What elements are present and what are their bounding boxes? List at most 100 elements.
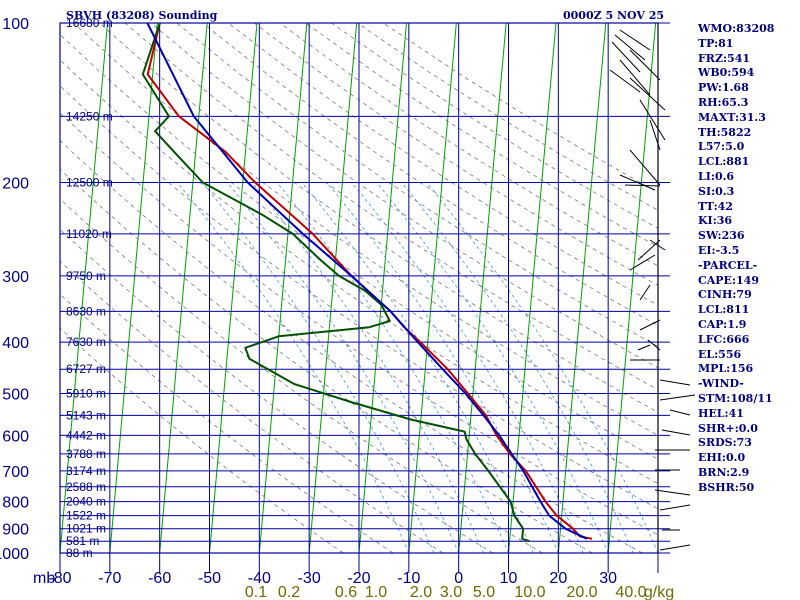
height-label: 581 m (66, 534, 99, 548)
moist-adiabat-line (351, 182, 584, 553)
height-label: 16680 m (66, 16, 113, 30)
index-entry: TT:42 (698, 199, 733, 213)
pressure-tick-label: 1000 (0, 546, 29, 563)
index-entry: LI:0.6 (698, 169, 735, 183)
wind-barb (611, 41, 641, 73)
chart-time: 0000Z 5 NOV 25 (563, 9, 665, 22)
height-label: 2040 m (66, 495, 106, 509)
wind-barb (659, 544, 691, 551)
isotherm-line (458, 23, 507, 553)
wind-barb (639, 284, 651, 301)
wind-barb (659, 394, 696, 401)
dry-adiabat-lines (60, 23, 658, 553)
index-entry: LCL:811 (698, 303, 750, 317)
height-label: 9750 m (66, 269, 106, 283)
mixing-ratio-label: 5.0 (473, 584, 495, 600)
indices-panel: WMO:83208 TP:81 FRZ:541 WB0:594 PW:1.68 RH:65… (698, 22, 798, 496)
height-label: 11020 m (66, 227, 112, 241)
index-entry: WMO:83208 (698, 22, 775, 35)
wind-barb (637, 239, 661, 261)
isotherm-line (109, 23, 158, 553)
height-label: 6727 m (66, 362, 106, 376)
wind-barb (609, 69, 641, 93)
wind-barb (659, 379, 691, 386)
isotherm-line (159, 23, 208, 553)
pressure-tick-label: 500 (2, 386, 29, 403)
temperature-tick-label: -50 (198, 570, 221, 587)
index-entry: BRN:2.9 (698, 465, 750, 479)
temperature-tick-label: 20 (549, 570, 567, 587)
height-label: 5143 m (66, 408, 106, 422)
pressure-tick-label: 300 (2, 269, 29, 286)
height-label: 1021 m (66, 522, 106, 536)
index-entry: CINH:79 (698, 288, 752, 302)
index-entry: SRDS:73 (698, 436, 752, 450)
temperature-line (146, 23, 593, 540)
height-label: 3174 m (66, 464, 106, 478)
mixing-ratio-label: 3.0 (440, 584, 462, 600)
height-label: 12500 m (66, 176, 113, 190)
index-entry: -PARCEL- (698, 258, 758, 272)
grid-lines (59, 22, 670, 573)
mixing-ratio-label: 10.0 (514, 584, 545, 600)
pressure-tick-labels: 100 200 300 400 500 600 700 800 900 1000 (0, 16, 29, 563)
wind-barb (619, 174, 656, 191)
index-entry: STM:108/11 (698, 391, 773, 405)
isotherm-line (557, 23, 607, 553)
index-entry: TH:5822 (698, 125, 752, 139)
isotherm-line (308, 23, 358, 553)
x-axis-unit-label: mb (33, 570, 55, 587)
index-entry: LCL:881 (698, 155, 750, 169)
moist-adiabat-line (201, 182, 435, 553)
pressure-tick-label: 100 (2, 16, 29, 33)
wind-barb (629, 149, 661, 186)
index-entry: SI:0.3 (698, 184, 735, 198)
index-entry: SHR+:0.0 (698, 421, 758, 435)
pressure-tick-label: 900 (2, 522, 29, 539)
height-labels: 16680 m 14250 m 12500 m 11020 m 9750 m 8630 m… (66, 16, 113, 560)
pressure-tick-label: 600 (2, 428, 29, 445)
pressure-tick-label: 800 (2, 495, 29, 512)
moist-adiabat-line (276, 182, 509, 553)
moist-adiabat-line (301, 182, 534, 553)
mixing-ratio-label: g/kg (644, 584, 674, 600)
wind-barb (624, 184, 661, 187)
temperature-tick-label: -60 (148, 570, 171, 587)
index-entry: WB0:594 (698, 66, 755, 80)
height-label: 14250 m (66, 109, 113, 123)
mixing-ratio-labels: 0.1 0.2 0.6 1.0 2.0 3.0 5.0 10.0 20.0 40.0g/kg (245, 584, 674, 600)
index-entry: EL:556 (698, 347, 742, 361)
height-label: 5910 m (66, 386, 106, 400)
moist-adiabat-lines (177, 182, 658, 553)
temperature-tick-label: -70 (98, 570, 121, 587)
mixing-ratio-label: 2.0 (410, 584, 432, 600)
index-entry: CAP:1.9 (698, 317, 747, 331)
moist-adiabat-line (226, 182, 460, 553)
dewpoint-line (141, 23, 530, 543)
dry-adiabat-line (73, 23, 658, 436)
height-label: 1522 m (66, 509, 106, 523)
height-label: 8630 m (66, 304, 106, 318)
isotherm-line (60, 23, 108, 553)
moist-adiabat-line (177, 182, 410, 553)
mixing-ratio-label: 0.2 (278, 584, 300, 600)
height-label: 7630 m (66, 335, 106, 349)
wind-barb (639, 319, 661, 331)
height-label: 88 m (66, 546, 93, 560)
wind-barb-column (609, 23, 696, 553)
wind-barb (649, 239, 666, 251)
dry-adiabat-line (60, 59, 658, 485)
index-entry: PW:1.68 (698, 81, 749, 95)
moist-adiabat-line (326, 182, 559, 553)
height-label: 2588 m (66, 480, 106, 494)
temperature-tick-label: 30 (599, 570, 617, 587)
chart-title: SBVH (83208) Sounding (66, 9, 218, 22)
index-entry: MPL:156 (698, 362, 754, 376)
temperature-tick-labels: mb-80 -70 -60 -50 -40 -30 -20 -10 0 10 20 30 (33, 570, 617, 587)
mixing-ratio-label: 0.1 (245, 584, 267, 600)
index-entry: HEL:41 (698, 406, 744, 420)
index-entry: EHI:0.0 (698, 451, 746, 465)
mixing-ratio-label: 1.0 (365, 584, 387, 600)
index-entry: BSHR:50 (698, 480, 755, 494)
